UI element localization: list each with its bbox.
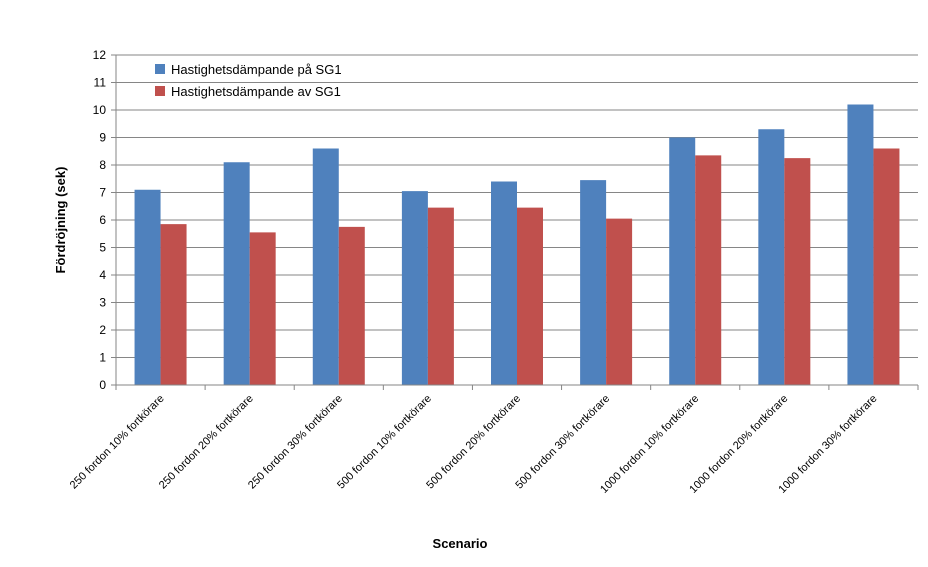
y-tick-label: 5 xyxy=(99,241,106,255)
bar-series-1 xyxy=(847,104,874,385)
bar-series-1 xyxy=(401,191,428,385)
x-category-label: 500 fordon 30% fortkörare xyxy=(513,393,612,492)
y-tick-label: 6 xyxy=(99,213,106,227)
x-category-label: 1000 fordon 10% fortkörare xyxy=(598,393,701,496)
x-category-label: 250 fordon 20% fortkörare xyxy=(157,393,256,492)
x-axis-title: Scenario xyxy=(433,536,488,551)
bar-series-2 xyxy=(338,226,365,385)
legend: Hastighetsdämpande på SG1 Hastighetsdämpa… xyxy=(155,62,342,99)
legend-label: Hastighetsdämpande av SG1 xyxy=(171,84,341,99)
legend-swatch xyxy=(155,86,165,96)
bars xyxy=(134,104,900,385)
bar-series-2 xyxy=(517,207,543,385)
bar-series-1 xyxy=(669,137,696,385)
bar-series-1 xyxy=(758,129,785,385)
y-tick-label: 2 xyxy=(99,323,106,337)
x-category-label: 500 fordon 10% fortkörare xyxy=(335,393,434,492)
y-tick-label: 3 xyxy=(99,296,106,310)
y-axis-title: Fördröjning (sek) xyxy=(53,167,68,274)
bar-series-2 xyxy=(784,158,811,385)
y-tick-label: 12 xyxy=(93,48,107,62)
y-tick-label: 4 xyxy=(99,268,106,282)
bar-series-1 xyxy=(223,162,250,385)
bar-series-1 xyxy=(491,181,517,385)
bar-series-2 xyxy=(249,232,276,385)
bar-series-2 xyxy=(873,148,900,385)
y-tick-label: 7 xyxy=(99,186,106,200)
y-tick-label: 10 xyxy=(93,103,107,117)
x-category-label: 500 fordon 20% fortkörare xyxy=(424,393,523,492)
x-category-label: 250 fordon 30% fortkörare xyxy=(246,393,345,492)
y-tick-label: 1 xyxy=(99,351,106,365)
legend-label: Hastighetsdämpande på SG1 xyxy=(171,62,342,77)
axes xyxy=(115,55,918,386)
bar-series-1 xyxy=(580,180,607,385)
y-tick-label: 0 xyxy=(99,378,106,392)
bar-series-2 xyxy=(606,218,633,385)
x-category-label: 1000 fordon 20% fortkörare xyxy=(687,393,790,496)
bar-series-2 xyxy=(695,155,722,385)
bar-series-1 xyxy=(134,189,161,385)
y-tick-label: 8 xyxy=(99,158,106,172)
legend-swatch xyxy=(155,64,165,74)
x-category-label: 1000 fordon 30% fortkörare xyxy=(776,393,879,496)
bar-series-1 xyxy=(312,148,339,385)
bar-series-2 xyxy=(160,224,187,385)
x-category-label: 250 fordon 10% fortkörare xyxy=(68,393,167,492)
y-tick-label: 9 xyxy=(99,131,106,145)
bar-series-2 xyxy=(427,207,454,385)
y-tick-label: 11 xyxy=(94,76,107,90)
